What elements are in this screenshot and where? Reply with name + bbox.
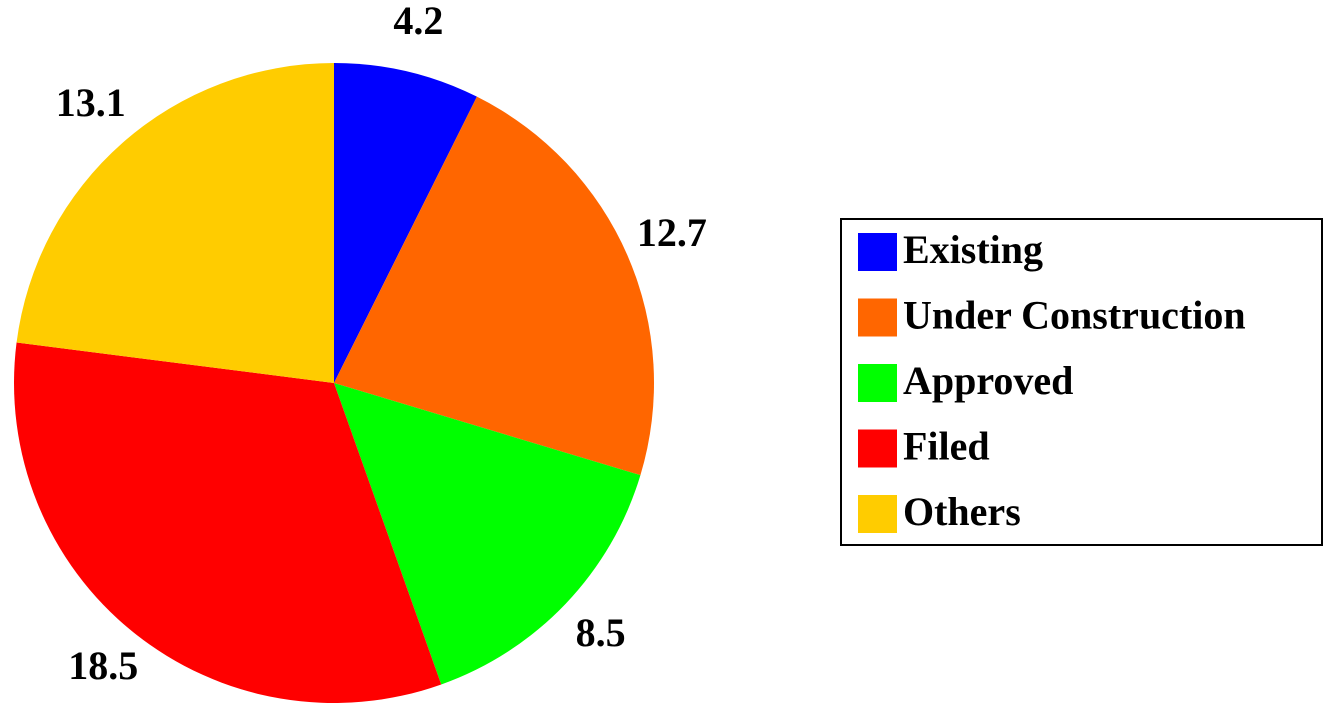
- legend-swatch: [858, 298, 897, 337]
- legend-label: Approved: [903, 358, 1073, 403]
- legend-swatch: [858, 233, 897, 271]
- pie-slice: [334, 383, 641, 685]
- legend-box: [840, 218, 1323, 546]
- legend-swatch: [858, 364, 897, 402]
- data-label: 18.5: [68, 643, 138, 688]
- pie-slice: [334, 63, 477, 383]
- data-label: 13.1: [56, 80, 126, 125]
- legend-swatch: [858, 429, 897, 468]
- legend-swatch: [858, 495, 897, 533]
- pie-slice: [334, 96, 654, 476]
- legend-label: Existing: [903, 227, 1043, 272]
- legend-label: Filed: [903, 424, 990, 469]
- data-label: 4.2: [393, 0, 443, 43]
- pie-slice: [16, 63, 335, 383]
- legend-label: Others: [903, 489, 1021, 534]
- data-label: 8.5: [576, 610, 626, 655]
- data-label: 12.7: [637, 210, 707, 255]
- pie-slice: [13, 342, 442, 703]
- legend-label: Under Construction: [903, 293, 1246, 338]
